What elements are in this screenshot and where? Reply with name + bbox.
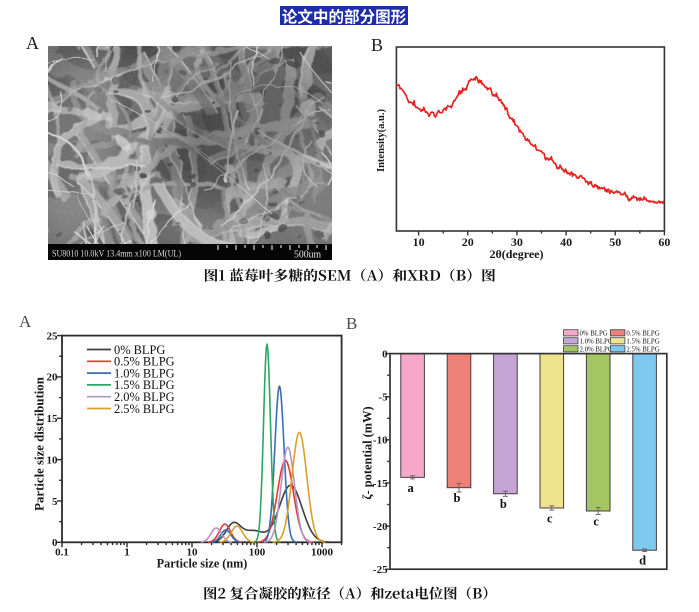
svg-text:2.0% BLPG: 2.0% BLPG xyxy=(114,390,175,404)
svg-text:0: 0 xyxy=(382,348,388,360)
svg-text:1.5% BLPG: 1.5% BLPG xyxy=(114,378,175,392)
svg-text:Intensity(a.u.): Intensity(a.u.) xyxy=(376,108,387,172)
svg-text:1.0% BLPG: 1.0% BLPG xyxy=(580,338,613,345)
svg-text:500um: 500um xyxy=(294,250,321,261)
svg-text:100: 100 xyxy=(249,547,266,559)
svg-text:b: b xyxy=(454,491,461,505)
svg-text:1.0% BLPG: 1.0% BLPG xyxy=(114,366,175,380)
svg-text:SU8010 10.0kV 13.4mm x100 LM(U: SU8010 10.0kV 13.4mm x100 LM(UL) xyxy=(52,249,181,260)
svg-text:0% BLPG: 0% BLPG xyxy=(114,343,165,357)
svg-text:Particle size (nm): Particle size (nm) xyxy=(157,557,248,571)
svg-text:c: c xyxy=(547,511,553,525)
svg-text:-20: -20 xyxy=(373,521,388,533)
svg-text:2.0% BLPG: 2.0% BLPG xyxy=(580,346,613,353)
svg-text:1000: 1000 xyxy=(311,547,334,559)
svg-text:1: 1 xyxy=(124,547,130,559)
svg-text:2.5% BLPG: 2.5% BLPG xyxy=(626,346,659,353)
svg-text:b: b xyxy=(500,497,507,511)
svg-text:a: a xyxy=(407,481,414,495)
svg-text:15: 15 xyxy=(47,413,59,425)
svg-text:d: d xyxy=(639,554,646,568)
svg-text:ζ- potential (mW): ζ- potential (mW) xyxy=(361,406,375,499)
svg-text:10: 10 xyxy=(187,547,199,559)
svg-text:5: 5 xyxy=(52,496,58,508)
svg-text:0.5% BLPG: 0.5% BLPG xyxy=(114,355,175,369)
svg-text:0.1: 0.1 xyxy=(55,547,69,559)
svg-text:60: 60 xyxy=(658,235,670,249)
svg-text:-5: -5 xyxy=(378,392,388,404)
svg-text:-15: -15 xyxy=(373,478,388,490)
svg-text:40: 40 xyxy=(560,235,572,249)
svg-text:50: 50 xyxy=(609,235,621,249)
svg-text:2θ(degree): 2θ(degree) xyxy=(489,247,543,261)
svg-text:1.5% BLPG: 1.5% BLPG xyxy=(626,338,659,345)
svg-text:0: 0 xyxy=(52,537,58,549)
svg-text:-25: -25 xyxy=(373,564,388,576)
svg-text:c: c xyxy=(593,514,599,528)
svg-text:25: 25 xyxy=(47,330,59,342)
svg-text:0.5% BLPG: 0.5% BLPG xyxy=(626,330,659,337)
svg-text:Particle size distribution: Particle size distribution xyxy=(33,377,47,511)
svg-text:2.5% BLPG: 2.5% BLPG xyxy=(114,402,175,416)
svg-text:-10: -10 xyxy=(373,435,388,447)
svg-text:30: 30 xyxy=(511,235,523,249)
svg-text:10: 10 xyxy=(413,235,425,249)
svg-text:20: 20 xyxy=(462,235,474,249)
svg-text:10: 10 xyxy=(47,454,59,466)
svg-text:0% BLPG: 0% BLPG xyxy=(580,330,608,337)
svg-text:20: 20 xyxy=(47,372,59,384)
